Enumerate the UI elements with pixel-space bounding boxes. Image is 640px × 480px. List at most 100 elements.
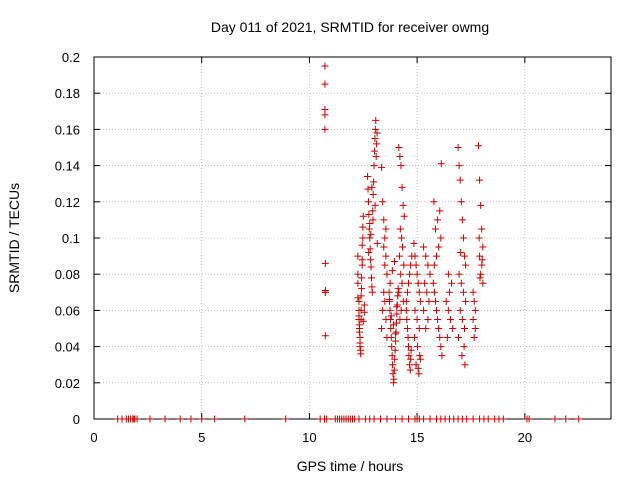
data-point <box>387 325 395 332</box>
data-point <box>407 346 415 354</box>
data-point <box>437 234 445 242</box>
data-point <box>211 415 219 423</box>
data-point <box>354 252 362 260</box>
data-point <box>476 176 484 184</box>
data-point <box>321 125 329 133</box>
data-point <box>366 245 374 253</box>
data-point <box>364 172 372 180</box>
data-point <box>400 212 408 220</box>
data-point <box>372 116 380 124</box>
data-point <box>187 415 195 423</box>
data-point <box>373 140 381 148</box>
data-point <box>364 198 372 206</box>
data-point <box>387 312 395 320</box>
data-point <box>415 370 423 378</box>
data-point <box>398 415 406 423</box>
data-point <box>411 252 419 260</box>
data-point <box>161 415 169 423</box>
data-point <box>525 415 533 423</box>
data-point <box>391 346 399 354</box>
y-tick-label: 0.06 <box>55 303 80 318</box>
data-point <box>358 274 366 282</box>
data-point <box>354 294 362 302</box>
data-point <box>390 375 398 383</box>
data-point <box>133 415 141 423</box>
data-point <box>412 261 420 269</box>
y-tick-label: 0.18 <box>55 86 80 101</box>
data-point <box>470 334 478 342</box>
data-point <box>357 306 365 314</box>
data-point <box>388 343 396 351</box>
grid-lines <box>94 57 611 419</box>
data-point <box>398 234 406 242</box>
data-point <box>437 160 445 168</box>
y-tick-label: 0.1 <box>62 231 80 246</box>
data-point <box>378 163 386 171</box>
data-point <box>456 306 464 314</box>
data-point <box>370 147 378 155</box>
data-point <box>412 361 420 369</box>
data-point <box>321 332 329 340</box>
data-point <box>416 297 424 305</box>
data-point <box>393 310 401 318</box>
data-point <box>176 415 184 423</box>
data-point <box>366 220 374 228</box>
data-point <box>367 274 375 282</box>
data-point <box>371 201 379 209</box>
data-point <box>393 301 401 309</box>
data-point <box>476 252 484 260</box>
data-point <box>460 343 468 351</box>
data-point <box>499 415 507 423</box>
data-point <box>426 415 434 423</box>
x-tick-label: 15 <box>410 430 424 445</box>
data-point <box>411 334 419 342</box>
data-point <box>436 334 444 342</box>
data-point <box>367 256 375 264</box>
data-point <box>382 225 390 233</box>
data-point <box>433 306 441 314</box>
data-point <box>454 144 462 151</box>
y-tick-label: 0.02 <box>55 376 80 391</box>
data-point <box>402 297 410 305</box>
data-point <box>358 256 366 264</box>
data-point <box>396 225 404 233</box>
data-point <box>356 343 364 351</box>
data-point <box>449 325 457 332</box>
data-point <box>444 270 452 278</box>
data-point <box>478 225 486 233</box>
data-point <box>146 415 154 423</box>
data-point <box>395 288 403 296</box>
data-point <box>403 325 411 332</box>
data-point <box>471 325 479 332</box>
data-point <box>461 252 469 260</box>
data-point <box>443 334 451 342</box>
data-point <box>360 308 368 316</box>
data-point <box>354 270 362 278</box>
data-point <box>359 317 367 325</box>
data-point <box>241 415 249 423</box>
data-point <box>373 239 381 247</box>
data-point <box>397 270 405 278</box>
data-point <box>396 153 404 161</box>
data-point <box>405 343 413 351</box>
data-point <box>403 315 411 323</box>
data-point <box>425 297 433 305</box>
data-point <box>454 334 462 342</box>
data-point <box>484 415 492 423</box>
data-point <box>414 364 422 372</box>
data-point <box>394 292 402 300</box>
data-point <box>373 129 381 137</box>
data-point <box>462 297 470 305</box>
data-point <box>371 125 379 133</box>
data-point <box>410 239 418 247</box>
y-tick-label: 0.08 <box>55 267 80 282</box>
data-point <box>461 361 469 369</box>
data-point <box>395 144 403 151</box>
data-point <box>414 343 422 351</box>
data-point <box>392 337 400 345</box>
data-point <box>379 306 387 314</box>
data-point <box>357 292 365 300</box>
data-point <box>445 288 453 296</box>
data-point <box>323 415 331 423</box>
data-point <box>390 366 398 374</box>
